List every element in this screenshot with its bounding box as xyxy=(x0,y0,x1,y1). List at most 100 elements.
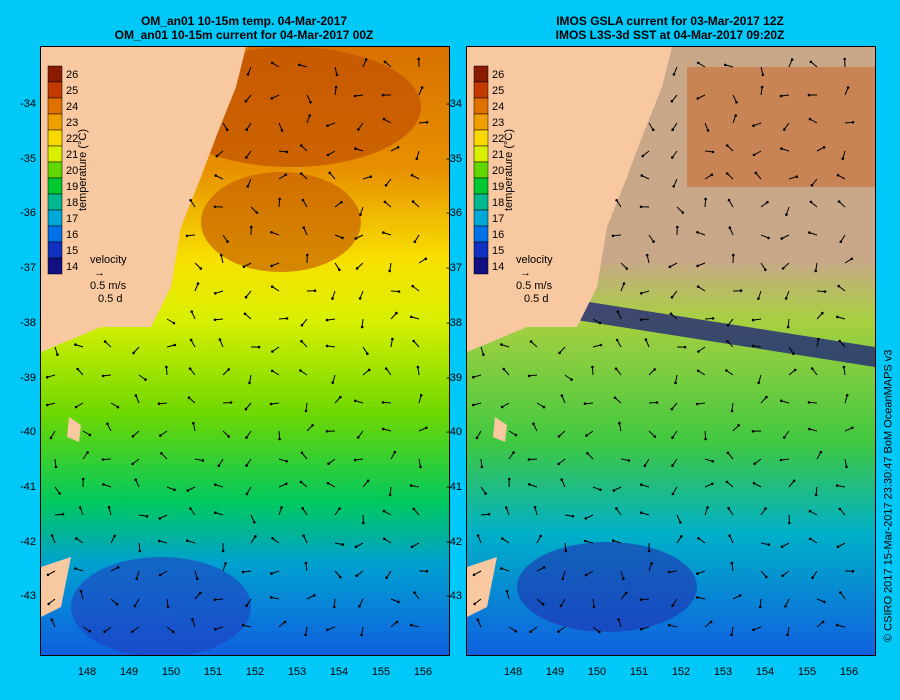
right-velocity-arrow: → xyxy=(520,267,531,279)
colorbar-swatch xyxy=(473,113,489,131)
current-vector-head xyxy=(46,375,49,379)
current-vector-head xyxy=(410,173,414,177)
current-vector xyxy=(362,59,367,68)
current-vector-head xyxy=(326,124,329,127)
current-vector-head xyxy=(74,567,77,570)
current-vector-head xyxy=(641,154,645,158)
current-vector-head xyxy=(836,315,839,319)
current-vector-head xyxy=(417,57,421,61)
current-vector-head xyxy=(145,515,149,518)
current-vector xyxy=(189,368,196,376)
current-vector xyxy=(781,234,790,239)
current-vector-head xyxy=(382,117,386,121)
current-vector xyxy=(327,345,336,348)
current-vector xyxy=(648,430,656,437)
current-vector xyxy=(753,626,762,631)
current-vector xyxy=(133,346,140,354)
current-vector-head xyxy=(341,236,344,240)
current-vector-head xyxy=(836,173,840,177)
current-vector xyxy=(641,175,650,180)
current-vector-head xyxy=(103,630,106,634)
x-tick-label: 153 xyxy=(287,666,307,678)
right-colorbar-swatches xyxy=(473,65,489,275)
current-vector xyxy=(731,626,734,635)
current-vector xyxy=(333,598,336,608)
current-vector xyxy=(47,570,56,576)
current-vector-head xyxy=(410,545,414,549)
colorbar-swatch xyxy=(47,81,63,99)
current-vector xyxy=(250,536,256,544)
current-vector xyxy=(278,122,283,131)
current-vector xyxy=(278,174,287,180)
current-vector xyxy=(79,507,84,516)
current-vector-head xyxy=(382,427,385,431)
right-map-panel xyxy=(466,46,876,656)
current-vector-head xyxy=(285,460,288,463)
current-vector xyxy=(648,369,656,376)
current-vector xyxy=(732,594,741,600)
current-vector xyxy=(361,318,364,328)
current-vector xyxy=(106,423,112,432)
current-vector-head xyxy=(354,399,357,403)
current-vector-head xyxy=(283,620,287,624)
current-vector-head xyxy=(670,295,674,299)
current-vector xyxy=(190,200,196,208)
current-vector-head xyxy=(246,185,249,188)
current-vector-head xyxy=(809,200,813,204)
current-vector-head xyxy=(667,623,671,627)
current-vector xyxy=(844,458,847,467)
current-vector-head xyxy=(625,267,629,270)
current-vector-head xyxy=(384,367,388,370)
current-vector xyxy=(357,430,364,438)
current-vector-head xyxy=(751,430,755,433)
colorbar-swatch xyxy=(473,225,489,243)
current-vector-head xyxy=(839,240,843,244)
current-vector xyxy=(837,174,846,180)
current-vector xyxy=(278,150,287,153)
current-vector xyxy=(75,344,84,348)
current-vector-head xyxy=(301,507,305,510)
current-vector xyxy=(47,402,56,406)
current-vector xyxy=(219,339,224,348)
current-vector xyxy=(305,563,308,572)
current-vector-head xyxy=(557,435,561,438)
current-vector-head xyxy=(213,205,217,209)
current-vector-head xyxy=(706,506,709,509)
current-vector-head xyxy=(190,310,194,314)
current-vector-head xyxy=(616,310,620,314)
current-vector xyxy=(704,317,714,320)
current-vector xyxy=(390,312,397,320)
current-vector xyxy=(592,486,601,491)
current-vector xyxy=(412,285,420,292)
colorbar-swatch xyxy=(47,129,63,147)
current-vector xyxy=(108,507,112,516)
current-vector-head xyxy=(788,521,791,525)
current-vector xyxy=(138,514,147,517)
current-vector-head xyxy=(780,147,783,150)
current-vector-head xyxy=(730,409,734,413)
current-vector xyxy=(192,619,196,628)
left-velocity-title: velocity xyxy=(90,254,127,266)
current-vector-head xyxy=(411,200,415,203)
current-vector-head xyxy=(326,628,329,632)
current-vector xyxy=(327,150,336,156)
current-vector-head xyxy=(502,367,505,371)
current-vector-head xyxy=(561,577,565,580)
current-vector-head xyxy=(409,623,413,627)
current-vector xyxy=(413,592,420,600)
current-vector-head xyxy=(326,481,330,485)
current-vector xyxy=(672,430,678,438)
current-vector xyxy=(302,508,308,516)
colorbar-swatch xyxy=(47,177,63,195)
current-vector-head xyxy=(640,511,643,514)
current-vector-head xyxy=(280,129,284,132)
current-vector-head xyxy=(331,297,334,300)
current-vector xyxy=(390,598,399,603)
current-vector xyxy=(618,423,622,432)
current-vector-head xyxy=(101,458,105,461)
current-vector xyxy=(642,150,650,157)
current-vector-head xyxy=(285,482,288,486)
colorbar-swatch xyxy=(47,161,63,179)
current-vector xyxy=(159,514,168,519)
current-vector-head xyxy=(780,545,784,549)
